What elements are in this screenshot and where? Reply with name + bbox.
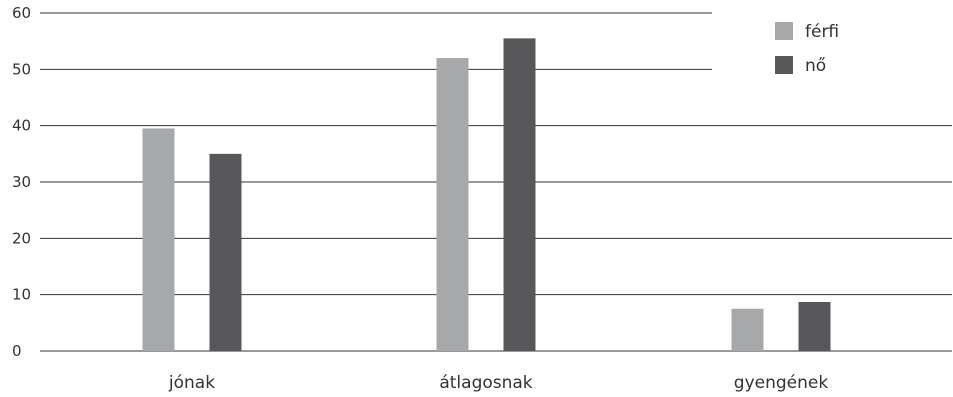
bar-nő-gyengének [798,301,831,351]
y-tick-label: 20 [12,229,31,247]
y-axis-ticks: 0 10 20 30 40 50 60 [12,4,31,360]
x-axis-labels: jónak átlagosnak gyengének [168,373,828,393]
x-tick-label: átlagosnak [439,373,532,393]
y-tick-label: 50 [12,60,31,78]
bar-férfi-gyengének [731,308,764,351]
legend-swatch [775,22,793,40]
y-tick-label: 0 [12,342,22,360]
bar-férfi-jónak [142,128,175,351]
bar-nő-jónak [209,153,242,351]
x-tick-label: gyengének [734,373,829,393]
y-tick-label: 60 [12,4,31,22]
y-tick-label: 10 [12,286,31,304]
y-tick-label: 30 [12,173,31,191]
x-tick-label: jónak [168,373,215,393]
legend-label: nő [805,56,826,76]
y-tick-label: 40 [12,117,31,135]
bar-férfi-átlagosnak [436,58,469,352]
bars [142,38,831,352]
legend: férfi nő [775,22,839,76]
legend-label: férfi [805,22,839,42]
bar-nő-átlagosnak [503,38,536,351]
gridlines [40,12,952,352]
legend-swatch [775,56,793,74]
